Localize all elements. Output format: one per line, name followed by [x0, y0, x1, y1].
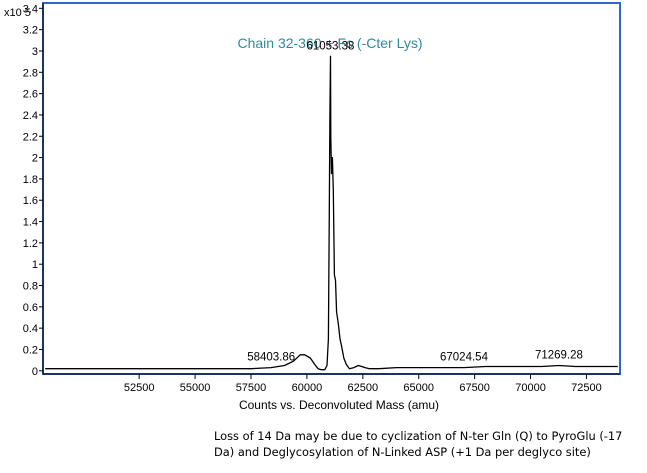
x-axis-ticks: 52500 55000 57500 60000 62500 65000 67500 70000…: [124, 374, 602, 394]
y-tick-label: 3.2: [23, 25, 38, 37]
spectrum-chart: x10 5 Chain 32-360 + Fc (-Cter Lys) 0 0.2…: [4, 2, 621, 412]
figure-caption: Loss of 14 Da may be due to cyclization …: [214, 429, 623, 459]
y-tick-label: 2.4: [23, 110, 38, 122]
peak-label: 67024.54: [440, 352, 489, 364]
x-tick-label: 60000: [292, 382, 323, 394]
y-tick-label: 0.4: [23, 323, 38, 335]
y-tick-label: 2.6: [23, 89, 38, 101]
y-tick-label: 1: [32, 259, 38, 271]
x-tick-label: 65000: [403, 382, 434, 394]
y-tick-label: 3: [32, 46, 38, 58]
x-tick-label: 72500: [571, 382, 602, 394]
y-tick-label: 1.2: [23, 238, 38, 250]
y-tick-label: 0.2: [23, 344, 38, 356]
x-tick-label: 55000: [180, 382, 211, 394]
x-tick-label: 52500: [124, 382, 155, 394]
y-tick-label: 1.8: [23, 174, 38, 186]
spectrum-trace: [45, 55, 618, 371]
peak-label: 58403.86: [247, 352, 295, 364]
y-tick-label: 0.6: [23, 302, 38, 314]
y-tick-label: 2.2: [23, 131, 38, 143]
peak-label: 71269.28: [535, 349, 583, 361]
x-tick-label: 62500: [348, 382, 379, 394]
y-tick-label: 2.8: [23, 67, 38, 79]
y-tick-label: 2: [32, 153, 38, 165]
x-tick-label: 67500: [459, 382, 490, 394]
x-tick-label: 57500: [236, 382, 267, 394]
y-tick-label: 1.6: [23, 195, 38, 207]
peak-label: 61053.38: [306, 40, 354, 52]
y-tick-label: 0: [32, 366, 38, 378]
y-tick-label: 3.4: [23, 3, 38, 15]
y-axis-ticks: 0 0.2 0.4 0.6 0.8 1 1.2 1.4 1.6 1.8 2 2.2 2.4 2.6 2.8 3…: [23, 3, 43, 378]
y-tick-label: 1.4: [23, 217, 38, 229]
x-tick-label: 70000: [515, 382, 546, 394]
chart-title: Chain 32-360 + Fc (-Cter Lys): [237, 35, 422, 51]
y-tick-label: 0.8: [23, 281, 38, 293]
plot-frame: [42, 2, 621, 375]
y-multiplier-label: x10 5: [4, 7, 31, 19]
x-axis-label: Counts vs. Deconvoluted Mass (amu): [239, 398, 439, 412]
peak-annotations: 61053.38 58403.86 67024.54 71269.28: [247, 40, 583, 363]
